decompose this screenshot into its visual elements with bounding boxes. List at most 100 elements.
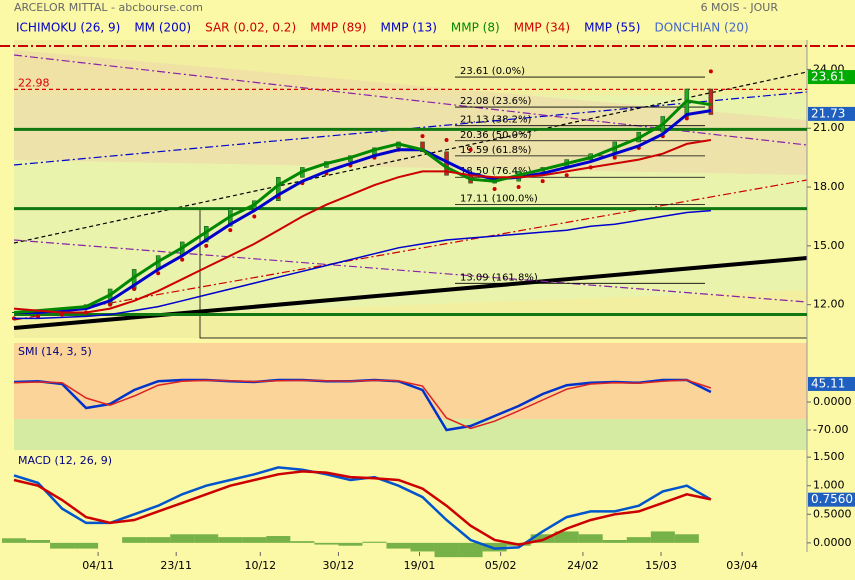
- legend-entry: SAR (0.02, 0.2): [205, 21, 296, 35]
- trend-line: [13, 239, 808, 303]
- sar-dot: [564, 173, 569, 178]
- price-tag: [808, 492, 855, 507]
- legend-entry: MM (200): [134, 21, 191, 35]
- candle: [420, 141, 425, 153]
- x-tick-label: 15/03: [645, 559, 677, 572]
- candle: [708, 88, 714, 115]
- sar-dot: [132, 286, 137, 291]
- sar-dot: [108, 302, 113, 307]
- trend-line: [13, 71, 808, 244]
- trend-line: [13, 54, 808, 146]
- fibonacci-label: 20.36 (50.0%): [460, 130, 531, 141]
- price-tag: [808, 106, 855, 121]
- histogram-bar: [482, 542, 507, 552]
- series-line: [13, 99, 712, 314]
- price-tag: [808, 70, 855, 85]
- legend-entry: MMP (89): [310, 21, 366, 35]
- histogram-bar: [410, 542, 435, 552]
- series-line: [13, 470, 712, 546]
- sar-dot: [420, 134, 425, 139]
- sar-dot: [204, 243, 209, 248]
- smi-lower-zone: [14, 419, 807, 450]
- price-tag-label: 23.61: [811, 70, 845, 84]
- sar-dot: [492, 187, 497, 191]
- x-tick-label: 05/02: [485, 559, 517, 572]
- upper-zone: [14, 50, 807, 175]
- price-tag-label: 21.73: [811, 106, 845, 120]
- histogram-bar: [362, 541, 387, 543]
- y-tick-label: 0.0000: [813, 536, 852, 549]
- panel-title: SMI (14, 3, 5): [18, 345, 92, 358]
- histogram-bar: [458, 542, 483, 558]
- fibonacci-label: 17.11 (100.0%): [460, 193, 538, 204]
- trend-line: [13, 256, 808, 330]
- histogram-bar: [602, 540, 627, 543]
- x-tick-label: 03/04: [726, 559, 758, 572]
- legend-entry: MMP (55): [584, 21, 640, 35]
- legend-entry: MMP (8): [451, 21, 500, 35]
- histogram-bar: [386, 542, 411, 549]
- sar-dot: [180, 257, 185, 262]
- legend-entry: ICHIMOKU (26, 9): [16, 21, 120, 35]
- candle: [276, 176, 281, 202]
- x-tick-label: 24/02: [567, 559, 599, 572]
- x-tick-label: 30/12: [323, 559, 355, 572]
- histogram-bar: [146, 537, 171, 543]
- histogram-bar: [122, 537, 147, 543]
- x-tick-label: 19/01: [404, 559, 436, 572]
- histogram-bar: [338, 542, 363, 546]
- histogram-bar: [626, 537, 651, 543]
- sar-dot: [252, 214, 257, 219]
- histogram-bar: [578, 534, 603, 543]
- series-line: [14, 209, 711, 320]
- series-line: [13, 139, 712, 314]
- sar-dot: [612, 155, 617, 160]
- series-line: [13, 379, 712, 430]
- histogram-bar: [1, 538, 27, 543]
- histogram-bar: [50, 542, 75, 549]
- legend-entry: MMP (34): [514, 21, 570, 35]
- sar-dot: [36, 314, 41, 319]
- period: 6 MOIS - JOUR: [701, 1, 779, 14]
- y-tick-label: 1.500: [813, 450, 845, 463]
- legend-entry: DONCHIAN (20): [654, 21, 748, 35]
- y-tick-label: 0.5000: [813, 507, 852, 520]
- x-tick-label: 23/11: [160, 559, 192, 572]
- y-tick-label: 0.0000: [813, 395, 852, 408]
- sar-dot: [684, 116, 689, 121]
- panel-title: MACD (12, 26, 9): [18, 454, 112, 467]
- sar-dot: [468, 147, 473, 152]
- sar-dot: [444, 137, 449, 142]
- y-tick-label: 12.00: [813, 298, 845, 311]
- fibonacci-label: 19.59 (61.8%): [460, 145, 531, 156]
- sar-dot: [516, 185, 521, 190]
- x-tick-label: 10/12: [244, 559, 276, 572]
- histogram-bar: [554, 531, 579, 543]
- y-tick-label: 18.00: [813, 180, 845, 193]
- y-tick-label: 21.00: [813, 121, 845, 134]
- sar-dot: [228, 228, 233, 233]
- histogram-bar: [26, 540, 51, 543]
- histogram-bar: [674, 534, 699, 543]
- price-tag-label: 45.11: [811, 376, 845, 390]
- histogram-bar: [266, 536, 291, 543]
- x-tick-label: 04/11: [82, 559, 114, 572]
- fibonacci-label: 21.13 (38.2%): [460, 115, 531, 126]
- histogram-bar: [530, 534, 555, 543]
- histogram-bar: [218, 537, 243, 543]
- sar-dot: [708, 69, 713, 74]
- histogram-bar: [650, 531, 675, 543]
- price-tag: [808, 376, 855, 391]
- fibonacci-label: 23.61 (0.0%): [460, 66, 525, 77]
- reference-label: 22.98: [18, 76, 50, 89]
- price-tag-label: 0.7560: [811, 492, 853, 506]
- histogram-bar: [74, 542, 99, 549]
- y-tick-label: -70.00: [813, 423, 848, 436]
- fibonacci-label: 22.08 (23.6%): [460, 96, 531, 107]
- y-tick-label: 1.000: [813, 479, 845, 492]
- series-line: [14, 109, 712, 314]
- histogram-bar: [194, 534, 219, 543]
- trend-line: [13, 91, 808, 166]
- histogram-bar: [314, 542, 339, 545]
